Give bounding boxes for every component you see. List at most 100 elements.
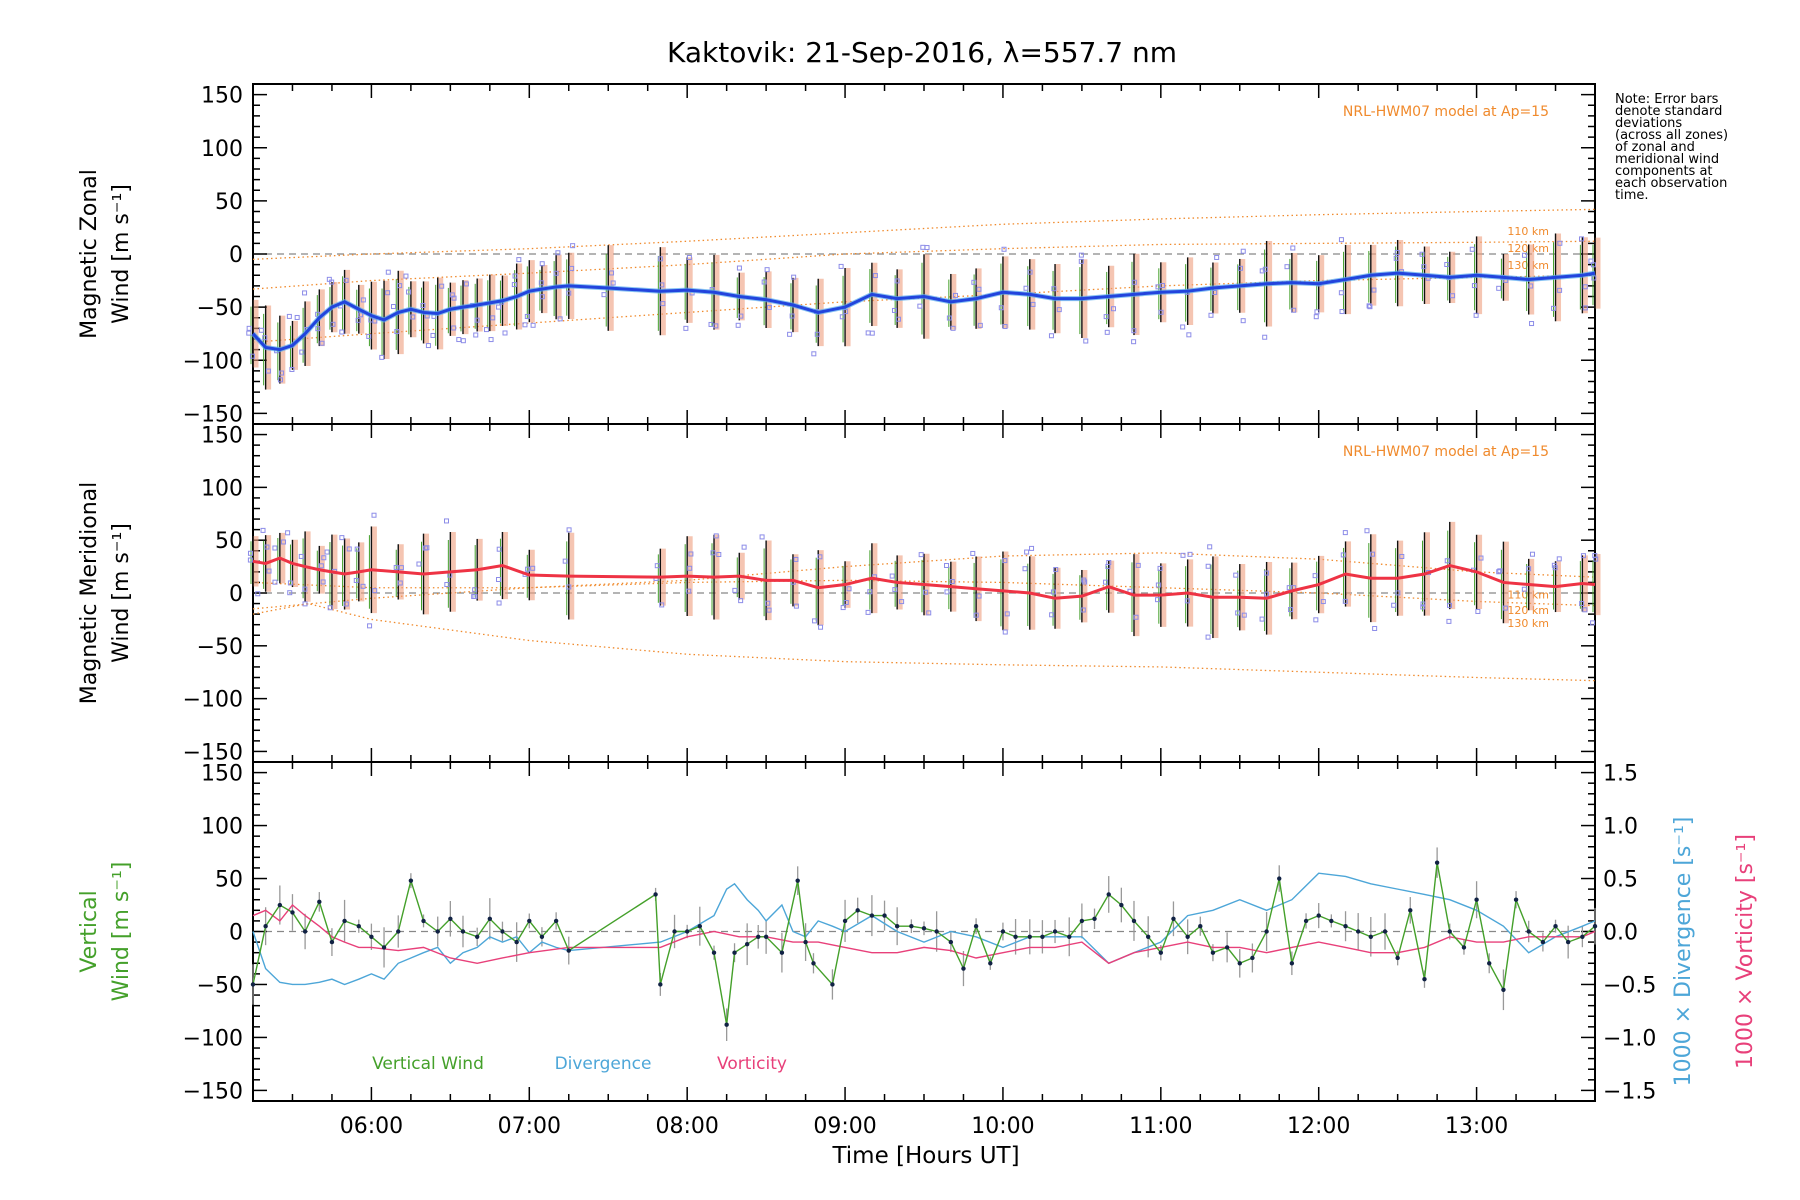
vertical-wind-point [317, 899, 322, 905]
vertical-wind-point [1237, 961, 1242, 966]
vertical-wind-point [1198, 924, 1203, 929]
zone-sample [1023, 285, 1029, 291]
zone-sample [1290, 245, 1296, 251]
zone-sample [1240, 318, 1246, 324]
vertical-wind-point [1422, 976, 1427, 982]
zone-sample [952, 292, 958, 298]
y-tick-label: 50 [215, 529, 243, 554]
zone-sample [246, 325, 252, 331]
vertical-wind-point [421, 918, 426, 924]
vertical-wind-point [842, 918, 848, 924]
zone-sample [1473, 312, 1479, 318]
zone-sample [926, 610, 932, 616]
vertical-wind-point [1461, 945, 1467, 950]
vertical-wind-point [1355, 929, 1361, 934]
vertical-wind-point [527, 918, 532, 924]
zone-sample [1364, 528, 1370, 534]
zone-sample [390, 304, 396, 310]
zone-sample [294, 314, 300, 320]
y-tick-label: 0 [229, 582, 243, 607]
divergence-line [252, 872, 1596, 986]
zone-sample [258, 327, 264, 333]
zone-sample [496, 577, 502, 583]
vertical-wind-point [1027, 934, 1032, 939]
zone-sample [1186, 332, 1192, 338]
note-line: components at [1615, 164, 1713, 179]
vertical-wind-point [408, 878, 414, 883]
vertical-wind-point [1131, 918, 1137, 924]
zone-sample [688, 551, 694, 557]
zone-sample [736, 265, 742, 271]
zone-sample [1372, 625, 1378, 631]
vertical-wind-point [973, 924, 979, 929]
zone-sample [1593, 556, 1599, 562]
zone-sample [496, 304, 502, 310]
zone-sample [1214, 254, 1220, 260]
zone-sample [302, 586, 308, 592]
zone-sample [247, 557, 253, 563]
vertical-wind-point [553, 918, 559, 924]
zone-sample [1080, 607, 1086, 613]
zone-sample [1187, 551, 1193, 557]
y-axis-label-line1: Magnetic Meridional [77, 482, 102, 704]
vertical-wind-point [732, 950, 737, 955]
vertical-wind-point [803, 939, 808, 945]
zone-sample [920, 244, 926, 250]
vertical-wind-point [697, 924, 703, 929]
zone-sample [266, 568, 272, 574]
vertical-wind-point [1580, 934, 1585, 939]
zone-sample [1582, 284, 1588, 290]
vertical-wind-point [948, 939, 954, 945]
vertical-wind-point [1079, 918, 1085, 924]
vertical-wind-point [290, 910, 295, 915]
zone-sample [1205, 563, 1211, 569]
vertical-wind-point [1277, 876, 1282, 881]
zone-sample [1208, 312, 1214, 318]
zone-sample [1338, 290, 1344, 296]
zone-sample [1027, 269, 1033, 275]
zone-sample [488, 337, 494, 343]
zone-sample [302, 601, 308, 607]
vertical-wind-point [756, 934, 761, 939]
zone-sample [298, 553, 304, 559]
y-tick-label: −100 [183, 1026, 243, 1051]
vertical-wind-point [1106, 892, 1111, 897]
zone-sample [761, 279, 767, 285]
zone-sample [812, 618, 818, 624]
zone-sample [1051, 286, 1057, 292]
zone-sample [1314, 309, 1320, 315]
zone-sample [566, 584, 572, 590]
zone-sample [264, 544, 270, 550]
vertical-wind-point [1000, 929, 1006, 934]
zone-sample [1235, 610, 1241, 616]
zone-sample [923, 589, 929, 595]
zone-sample [1526, 566, 1532, 572]
zone-sample [1339, 309, 1345, 315]
zone-sample [512, 273, 518, 279]
note-line: (across all zones) [1615, 128, 1729, 143]
zone-sample [1288, 607, 1294, 613]
zone-sample [1371, 287, 1377, 293]
zone-sample [1502, 605, 1508, 611]
vertical-wind-point [684, 929, 690, 934]
zone-sample [1053, 567, 1059, 573]
zone-sample [1312, 573, 1318, 579]
zone-sample [944, 589, 950, 595]
zone-sample [1155, 582, 1161, 588]
zone-sample [1284, 264, 1290, 270]
divergence-axis-text: 1000 × Divergence [s⁻¹] [1671, 817, 1696, 1087]
x-tick-label: 07:00 [498, 1114, 561, 1139]
zone-sample [1205, 634, 1211, 640]
zone-sample [319, 340, 325, 346]
vertical-wind-point [894, 924, 900, 929]
zone-sample [473, 332, 479, 338]
zone-sample [330, 321, 336, 327]
zone-sample [302, 290, 308, 296]
vertical-wind-point [1264, 929, 1269, 934]
model-label: NRL-HWM07 model at Ap=15 [1343, 444, 1549, 460]
y-tick-label: −50 [197, 635, 243, 660]
zone-sample [1450, 293, 1456, 299]
zone-sample [1237, 265, 1243, 271]
zone-sample [1313, 314, 1319, 320]
zone-sample [539, 261, 545, 267]
